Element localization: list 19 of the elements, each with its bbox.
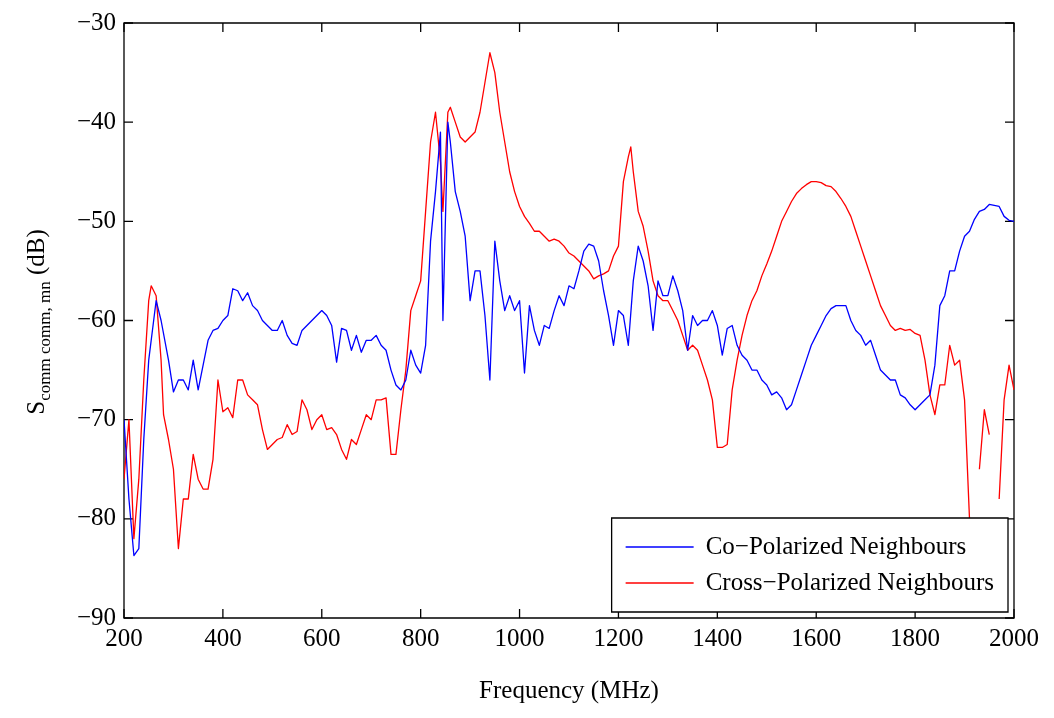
x-tick-label: 800 [401,623,440,651]
y-tick-label: −50 [76,205,116,233]
x-tick-label: 600 [303,623,341,651]
y-tick-label: −70 [76,404,116,432]
legend-label: Co−Polarized Neighbours [705,531,967,559]
y-tick-label: −30 [76,7,116,35]
x-tick-label: 1000 [494,623,545,651]
x-tick-label: 1200 [593,623,644,651]
y-tick-label: −60 [76,305,116,333]
x-tick-label: 1400 [692,623,743,651]
y-tick-label: −90 [76,602,116,630]
x-tick-label: 2000 [989,623,1039,651]
legend-label: Cross−Polarized Neighbours [705,567,995,595]
x-tick-label: 400 [204,623,242,651]
x-tick-label: 1600 [791,623,842,651]
y-tick-label: −80 [76,503,116,531]
x-tick-label: 1800 [890,623,941,651]
x-axis-title: Frequency (MHz) [479,675,659,704]
y-tick-label: −40 [76,106,116,134]
